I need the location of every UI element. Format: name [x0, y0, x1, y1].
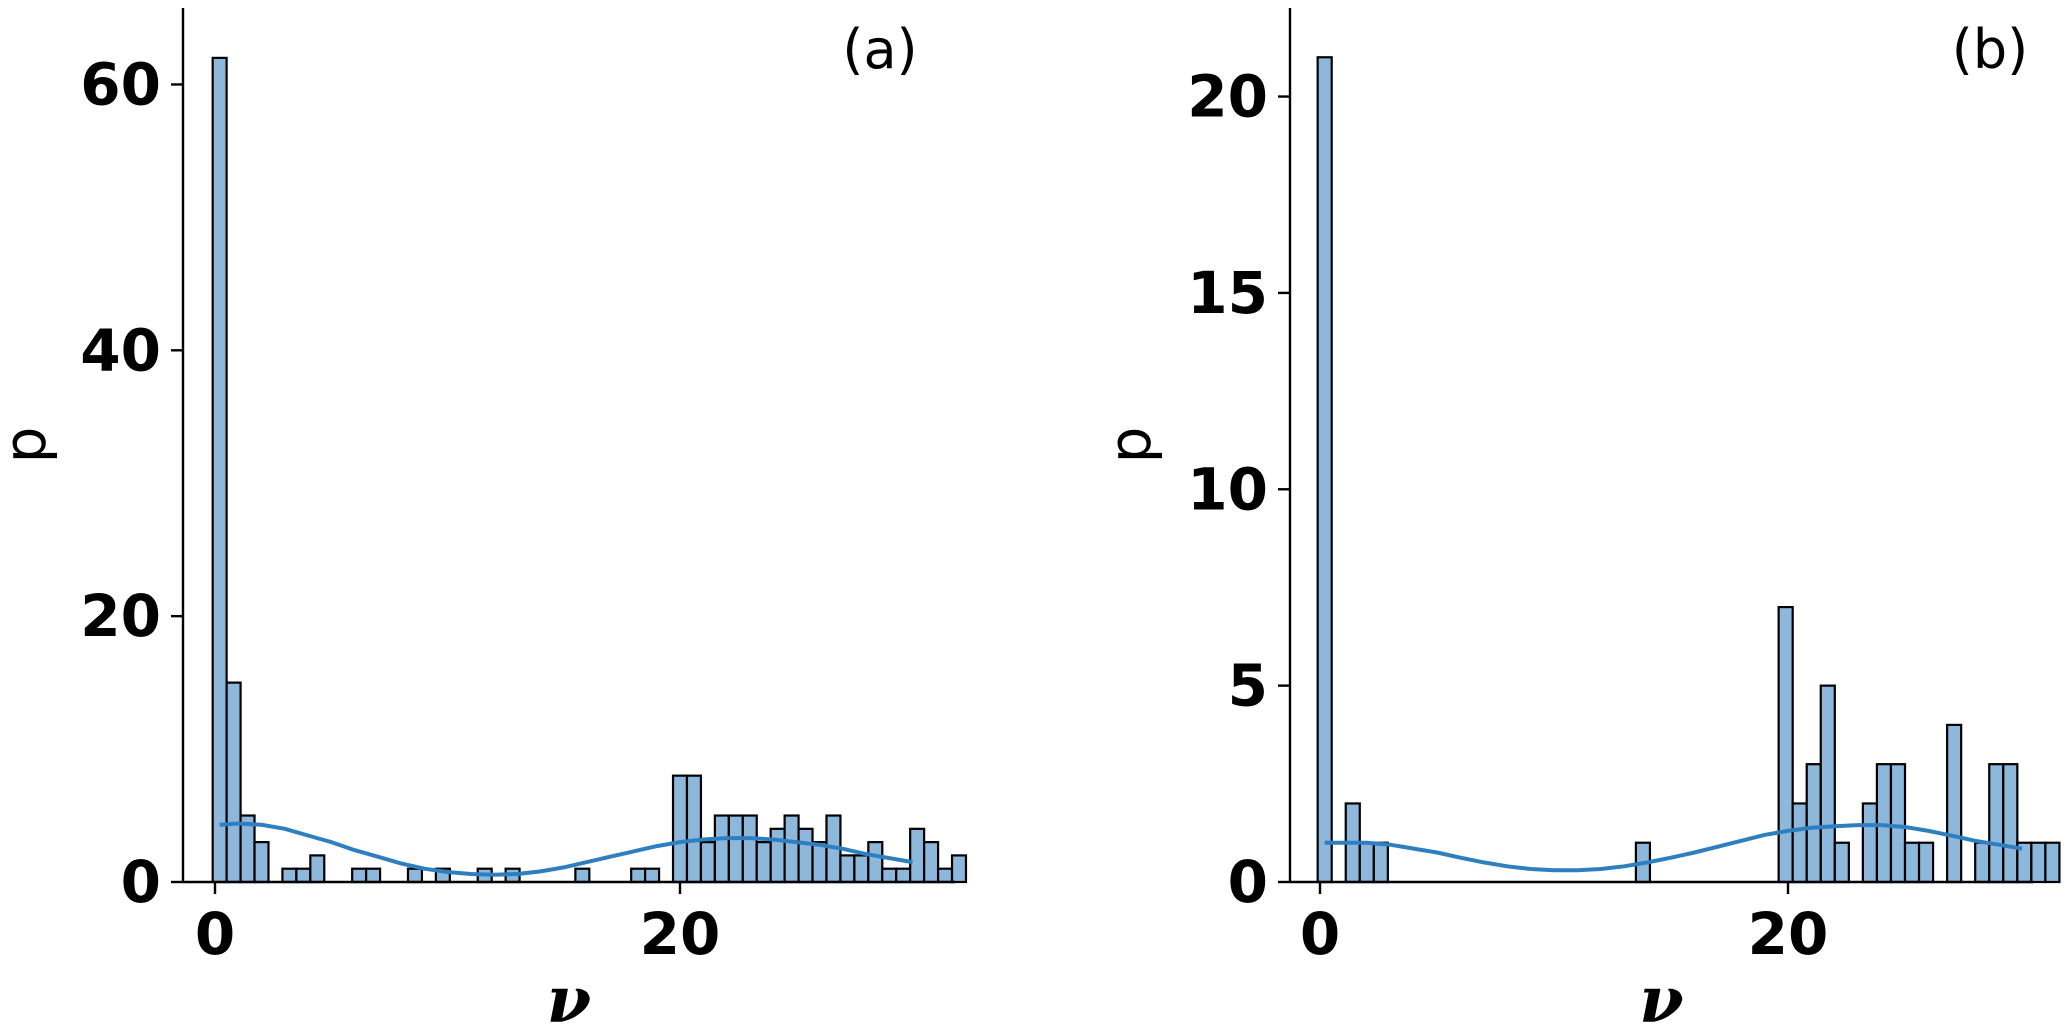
kde-curve-b: [1324, 823, 2023, 873]
panel-label-a: (a): [842, 18, 917, 81]
bar-a-1: [225, 681, 242, 884]
bar-a-38: [839, 854, 856, 884]
bar-a-6: [295, 867, 312, 884]
bar-b-17: [1974, 841, 1991, 884]
bar-a-34: [783, 814, 800, 884]
bar-a-27: [685, 774, 703, 884]
bar-b-22: [2044, 841, 2061, 884]
bar-b-21: [2030, 841, 2047, 884]
bar-a-40: [867, 841, 884, 884]
y-tick-label-b-0: 0: [1228, 848, 1268, 916]
y-tick-label-a-60: 60: [80, 50, 161, 118]
x-tick-label-b-0: 0: [1300, 900, 1340, 968]
bar-a-11: [365, 867, 382, 884]
bar-a-3: [253, 841, 270, 884]
bar-b-8: [1805, 763, 1822, 884]
y-axis-label-b: p: [1096, 427, 1164, 464]
bar-a-22: [574, 867, 591, 884]
bar-a-23: [630, 867, 647, 884]
y-tick-label-b-5: 5: [1228, 652, 1268, 720]
y-tick-label-a-0: 0: [121, 848, 161, 916]
bar-a-24: [644, 867, 661, 884]
bar-b-9: [1819, 684, 1836, 884]
x-tick-label-a-0: 0: [195, 900, 235, 968]
bar-b-14: [1903, 841, 1921, 884]
bar-b-6: [1777, 605, 1794, 884]
bar-a-36: [811, 841, 828, 884]
bar-a-32: [755, 841, 772, 884]
bar-a-7: [309, 854, 326, 884]
bar-a-31: [741, 814, 758, 884]
bar-a-26: [671, 774, 689, 884]
bar-b-10: [1833, 841, 1850, 884]
bar-a-5: [281, 867, 298, 884]
bar-a-44: [923, 841, 940, 884]
x-tick-label-b-20: 20: [1748, 900, 1829, 968]
bar-a-33: [769, 827, 786, 884]
x-tick-label-a-20: 20: [640, 900, 721, 968]
bar-a-35: [797, 827, 814, 884]
bar-b-4: [1372, 841, 1389, 884]
panel-b: 0 5 10 15 20 0 20 ν p (b): [1096, 8, 2061, 1032]
bar-b-0: [1316, 56, 1333, 884]
bar-a-45: [936, 867, 954, 884]
panel-label-b: (b): [1952, 18, 2028, 81]
bar-a-14: [406, 867, 424, 884]
bar-a-42: [895, 867, 912, 884]
bar-b-11: [1861, 802, 1879, 884]
bar-b-12: [1875, 763, 1893, 884]
bar-a-29: [713, 814, 730, 884]
bar-b-15: [1917, 841, 1935, 884]
bar-a-43: [909, 827, 926, 884]
bar-b-18: [1988, 763, 2005, 884]
bar-b-7: [1791, 802, 1808, 884]
y-tick-label-a-40: 40: [80, 316, 161, 384]
y-tick-label-b-20: 20: [1187, 63, 1268, 131]
kde-curve-a: [219, 821, 913, 877]
y-tick-label-b-10: 10: [1187, 455, 1268, 523]
bar-a-10: [351, 867, 368, 884]
y-tick-label-b-15: 15: [1187, 259, 1268, 327]
y-tick-label-a-20: 20: [80, 582, 161, 650]
y-axis-label-a: p: [0, 427, 59, 464]
bar-a-30: [727, 814, 744, 884]
x-axis-label-b: ν: [1639, 963, 1683, 1032]
panel-a: 0 20 40 60 0 20 ν p (a): [0, 8, 968, 1032]
bar-a-28: [699, 841, 716, 884]
bar-a-39: [853, 854, 870, 884]
bar-b-19: [2002, 763, 2019, 884]
bar-b-3: [1358, 841, 1375, 884]
x-axis-label-a: ν: [547, 963, 591, 1032]
bar-a-46: [950, 854, 968, 884]
bar-a-0: [211, 56, 228, 884]
bar-a-41: [881, 867, 898, 884]
bar-b-13: [1889, 763, 1907, 884]
bar-b-16: [1946, 723, 1963, 884]
